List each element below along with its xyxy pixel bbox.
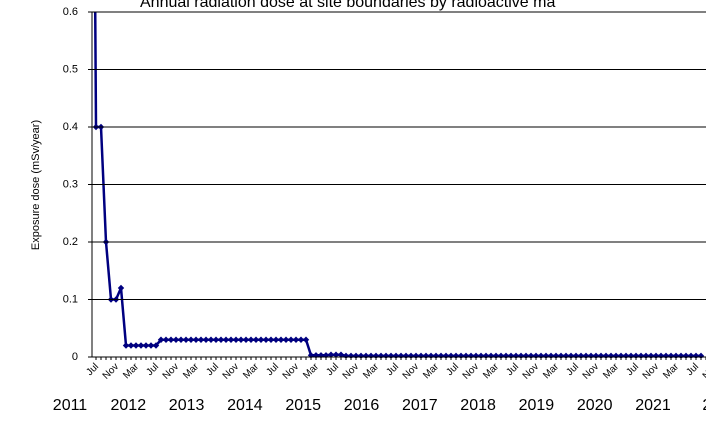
x-tick-label: Nov	[221, 361, 241, 381]
data-point	[162, 336, 170, 343]
x-tick-label: Jul	[144, 361, 161, 378]
year-label: 2016	[344, 397, 380, 414]
x-tick-label: Mar	[181, 361, 201, 381]
x-tick-label: Jul	[324, 361, 341, 378]
data-line	[93, 12, 701, 358]
data-point	[182, 336, 190, 343]
data-point	[142, 342, 150, 349]
data-point	[232, 336, 240, 343]
year-label: 2011	[53, 397, 88, 414]
data-point	[332, 351, 340, 358]
data-point	[222, 336, 230, 343]
data-point	[252, 336, 260, 343]
year-label: 2019	[519, 397, 555, 414]
x-tick-label: Nov	[341, 361, 361, 381]
x-tick-label: Nov	[701, 361, 706, 381]
y-tick-label: 0.5	[63, 63, 78, 75]
x-tick-label: Nov	[521, 361, 541, 381]
data-point	[287, 336, 295, 343]
x-tick-label: Jul	[564, 361, 581, 378]
data-point	[137, 342, 145, 349]
data-point	[207, 336, 215, 343]
y-tick-label: 0.4	[63, 121, 78, 133]
year-label: 2015	[285, 397, 321, 414]
y-tick-label: 0.3	[63, 178, 78, 190]
data-point	[127, 342, 135, 349]
x-tick-label: Jul	[84, 361, 101, 378]
x-tick-label: Mar	[421, 361, 441, 381]
data-point	[242, 336, 250, 343]
x-tick-label: Nov	[641, 361, 661, 381]
data-point	[282, 336, 290, 343]
data-point	[132, 342, 140, 349]
data-point	[247, 336, 255, 343]
x-tick-label: Mar	[361, 361, 381, 381]
x-tick-label: Jul	[444, 361, 461, 378]
data-point	[267, 336, 275, 343]
data-point	[117, 284, 125, 292]
x-tick-label: Mar	[481, 361, 501, 381]
x-tick-label: Mar	[121, 361, 141, 381]
x-tick-label: Nov	[461, 361, 481, 381]
data-point	[147, 342, 155, 349]
y-axis-label: Exposure dose (mSv/year)	[30, 120, 42, 250]
data-point	[272, 336, 280, 343]
data-point	[152, 342, 160, 349]
x-tick-label: Jul	[504, 361, 521, 378]
x-tick-label: Jul	[204, 361, 221, 378]
plot-area	[92, 12, 705, 358]
data-point	[157, 336, 165, 343]
y-tick-label: 0.1	[63, 293, 78, 305]
data-point	[217, 336, 225, 343]
data-point	[257, 336, 265, 343]
data-point	[297, 336, 305, 343]
data-point	[202, 336, 210, 343]
data-point	[227, 336, 235, 343]
year-label: 2020	[577, 397, 613, 414]
year-label: 2013	[169, 397, 205, 414]
data-point	[237, 336, 245, 343]
x-tick-label: Mar	[241, 361, 261, 381]
x-tick-label: Jul	[624, 361, 641, 378]
x-tick-label: Jul	[684, 361, 701, 378]
data-point	[212, 336, 220, 343]
data-point	[292, 336, 300, 343]
x-tick-label: Nov	[161, 361, 181, 381]
year-label: 2014	[227, 397, 263, 414]
x-tick-label: Mar	[301, 361, 321, 381]
year-label: 20	[702, 397, 706, 414]
x-tick-label: Mar	[661, 361, 681, 381]
data-point	[302, 336, 310, 343]
year-label: 2018	[460, 397, 496, 414]
data-point	[262, 336, 270, 343]
x-tick-label: Nov	[101, 361, 121, 381]
x-tick-label: Mar	[601, 361, 621, 381]
data-point	[172, 336, 180, 343]
x-tick-label: Nov	[581, 361, 601, 381]
x-tick-label: Jul	[384, 361, 401, 378]
data-point	[192, 336, 200, 343]
data-point	[327, 351, 335, 358]
x-tick-label: Nov	[401, 361, 421, 381]
y-tick-label: 0.6	[63, 6, 78, 18]
x-tick-label: Mar	[541, 361, 561, 381]
x-tick-label: Jul	[264, 361, 281, 378]
data-point	[167, 336, 175, 343]
data-point	[122, 342, 130, 349]
year-label: 2021	[635, 397, 671, 414]
data-point	[197, 336, 205, 343]
data-point	[177, 336, 185, 343]
data-point	[277, 336, 285, 343]
year-label: 2012	[111, 397, 147, 414]
y-tick-label: 0	[72, 351, 78, 363]
data-point	[337, 351, 345, 358]
data-point	[187, 336, 195, 343]
x-tick-label: Nov	[281, 361, 301, 381]
chart-title: Annual radiation dose at site boundaries…	[140, 0, 555, 11]
year-label: 2017	[402, 397, 438, 414]
y-tick-label: 0.2	[63, 236, 78, 248]
